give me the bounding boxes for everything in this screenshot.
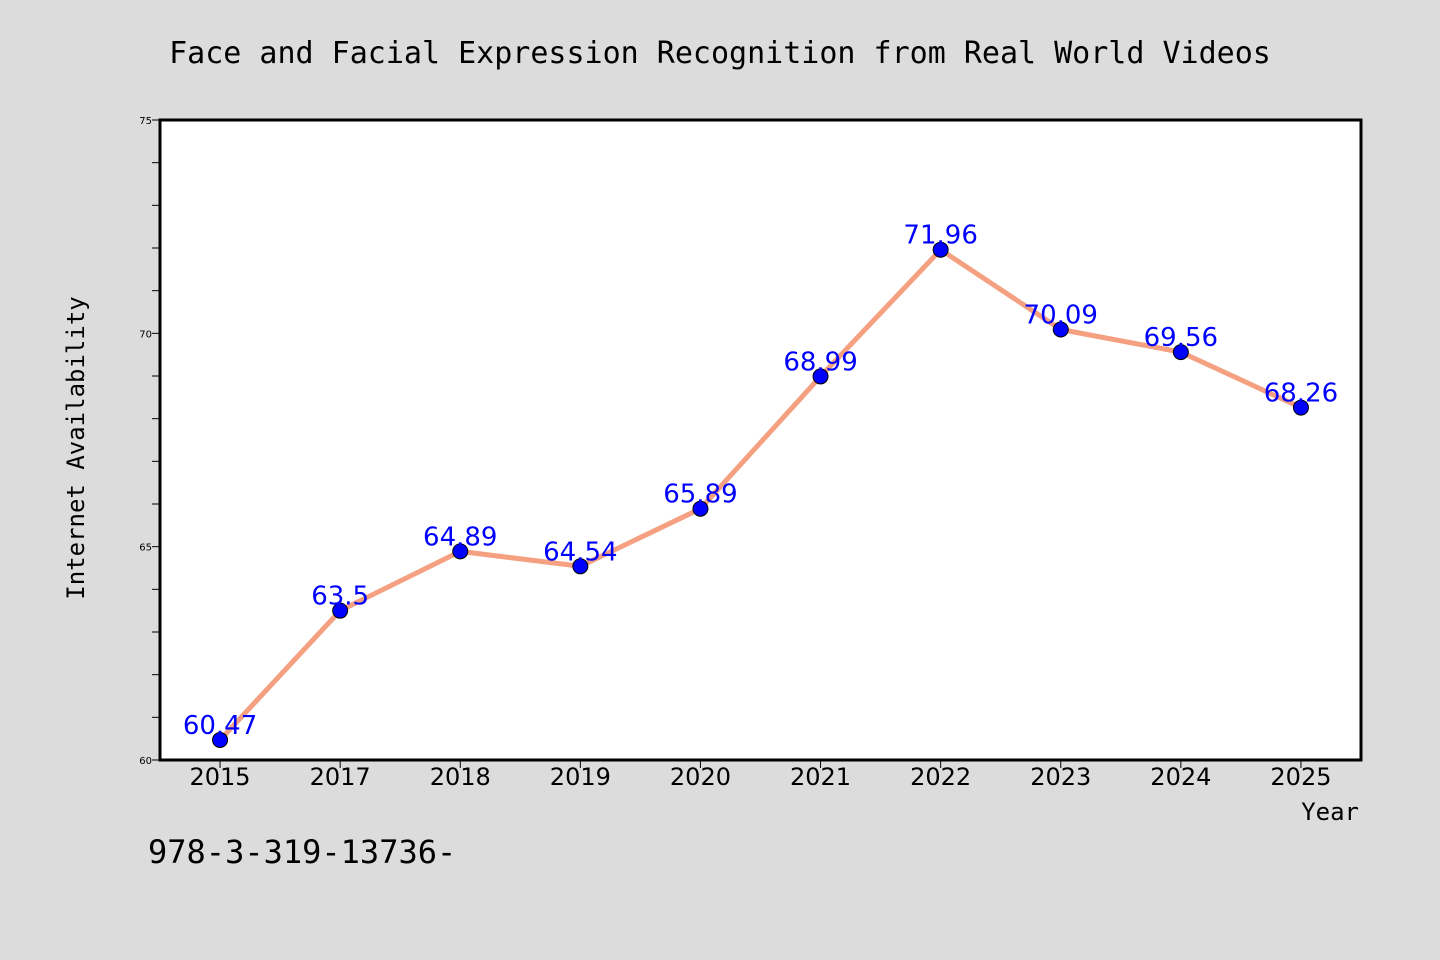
data-point — [212, 731, 229, 748]
series-layer — [212, 241, 1309, 748]
data-label: 70.09 — [1024, 300, 1098, 330]
data-point — [692, 500, 709, 517]
data-label: 68.26 — [1264, 379, 1338, 409]
x-tick-label: 2022 — [910, 763, 971, 791]
data-label: 68.99 — [783, 347, 857, 377]
data-label: 60.47 — [183, 711, 257, 741]
data-label: 69.56 — [1144, 323, 1218, 353]
data-point — [932, 241, 949, 258]
y-tick-label: 65 — [139, 543, 152, 554]
data-point — [1172, 344, 1189, 361]
x-axis: 2015 2017 2018 2019 2020 2021 2022 2023 2024 2025 — [190, 760, 1331, 791]
x-tick-label: 2024 — [1150, 763, 1211, 791]
y-axis-label: Internet Availability — [62, 296, 90, 599]
x-tick-label: 2021 — [790, 763, 851, 791]
x-tick-label: 2023 — [1030, 763, 1091, 791]
data-point — [1052, 321, 1069, 338]
data-label: 65.89 — [663, 480, 737, 510]
y-axis: 60 65 70 75 — [139, 116, 160, 767]
data-point — [812, 368, 829, 385]
data-point — [572, 558, 589, 575]
series-line — [217, 247, 1304, 743]
y-tick-label: 70 — [139, 329, 152, 340]
data-labels: 60.47 63.5 64.89 64.54 65.89 68.99 71.96 70.09 6… — [183, 221, 1338, 741]
y-tick-label: 75 — [139, 116, 152, 127]
x-tick-label: 2018 — [430, 763, 491, 791]
x-axis-label: Year — [1301, 798, 1359, 826]
x-tick-label: 2015 — [190, 763, 251, 791]
data-label: 71.96 — [903, 221, 977, 251]
data-label: 64.54 — [543, 537, 617, 567]
x-tick-label: 2025 — [1270, 763, 1331, 791]
y-tick-label: 60 — [139, 756, 152, 767]
data-label: 64.89 — [423, 522, 497, 552]
x-tick-label: 2017 — [310, 763, 371, 791]
data-point — [1292, 399, 1309, 416]
data-label: 63.5 — [311, 582, 369, 612]
footnote: 978-3-319-13736- — [148, 833, 456, 871]
x-tick-label: 2020 — [670, 763, 731, 791]
data-point — [452, 543, 469, 560]
x-tick-label: 2019 — [550, 763, 611, 791]
data-point — [332, 602, 349, 619]
chart-title: Face and Facial Expression Recognition f… — [169, 36, 1271, 71]
